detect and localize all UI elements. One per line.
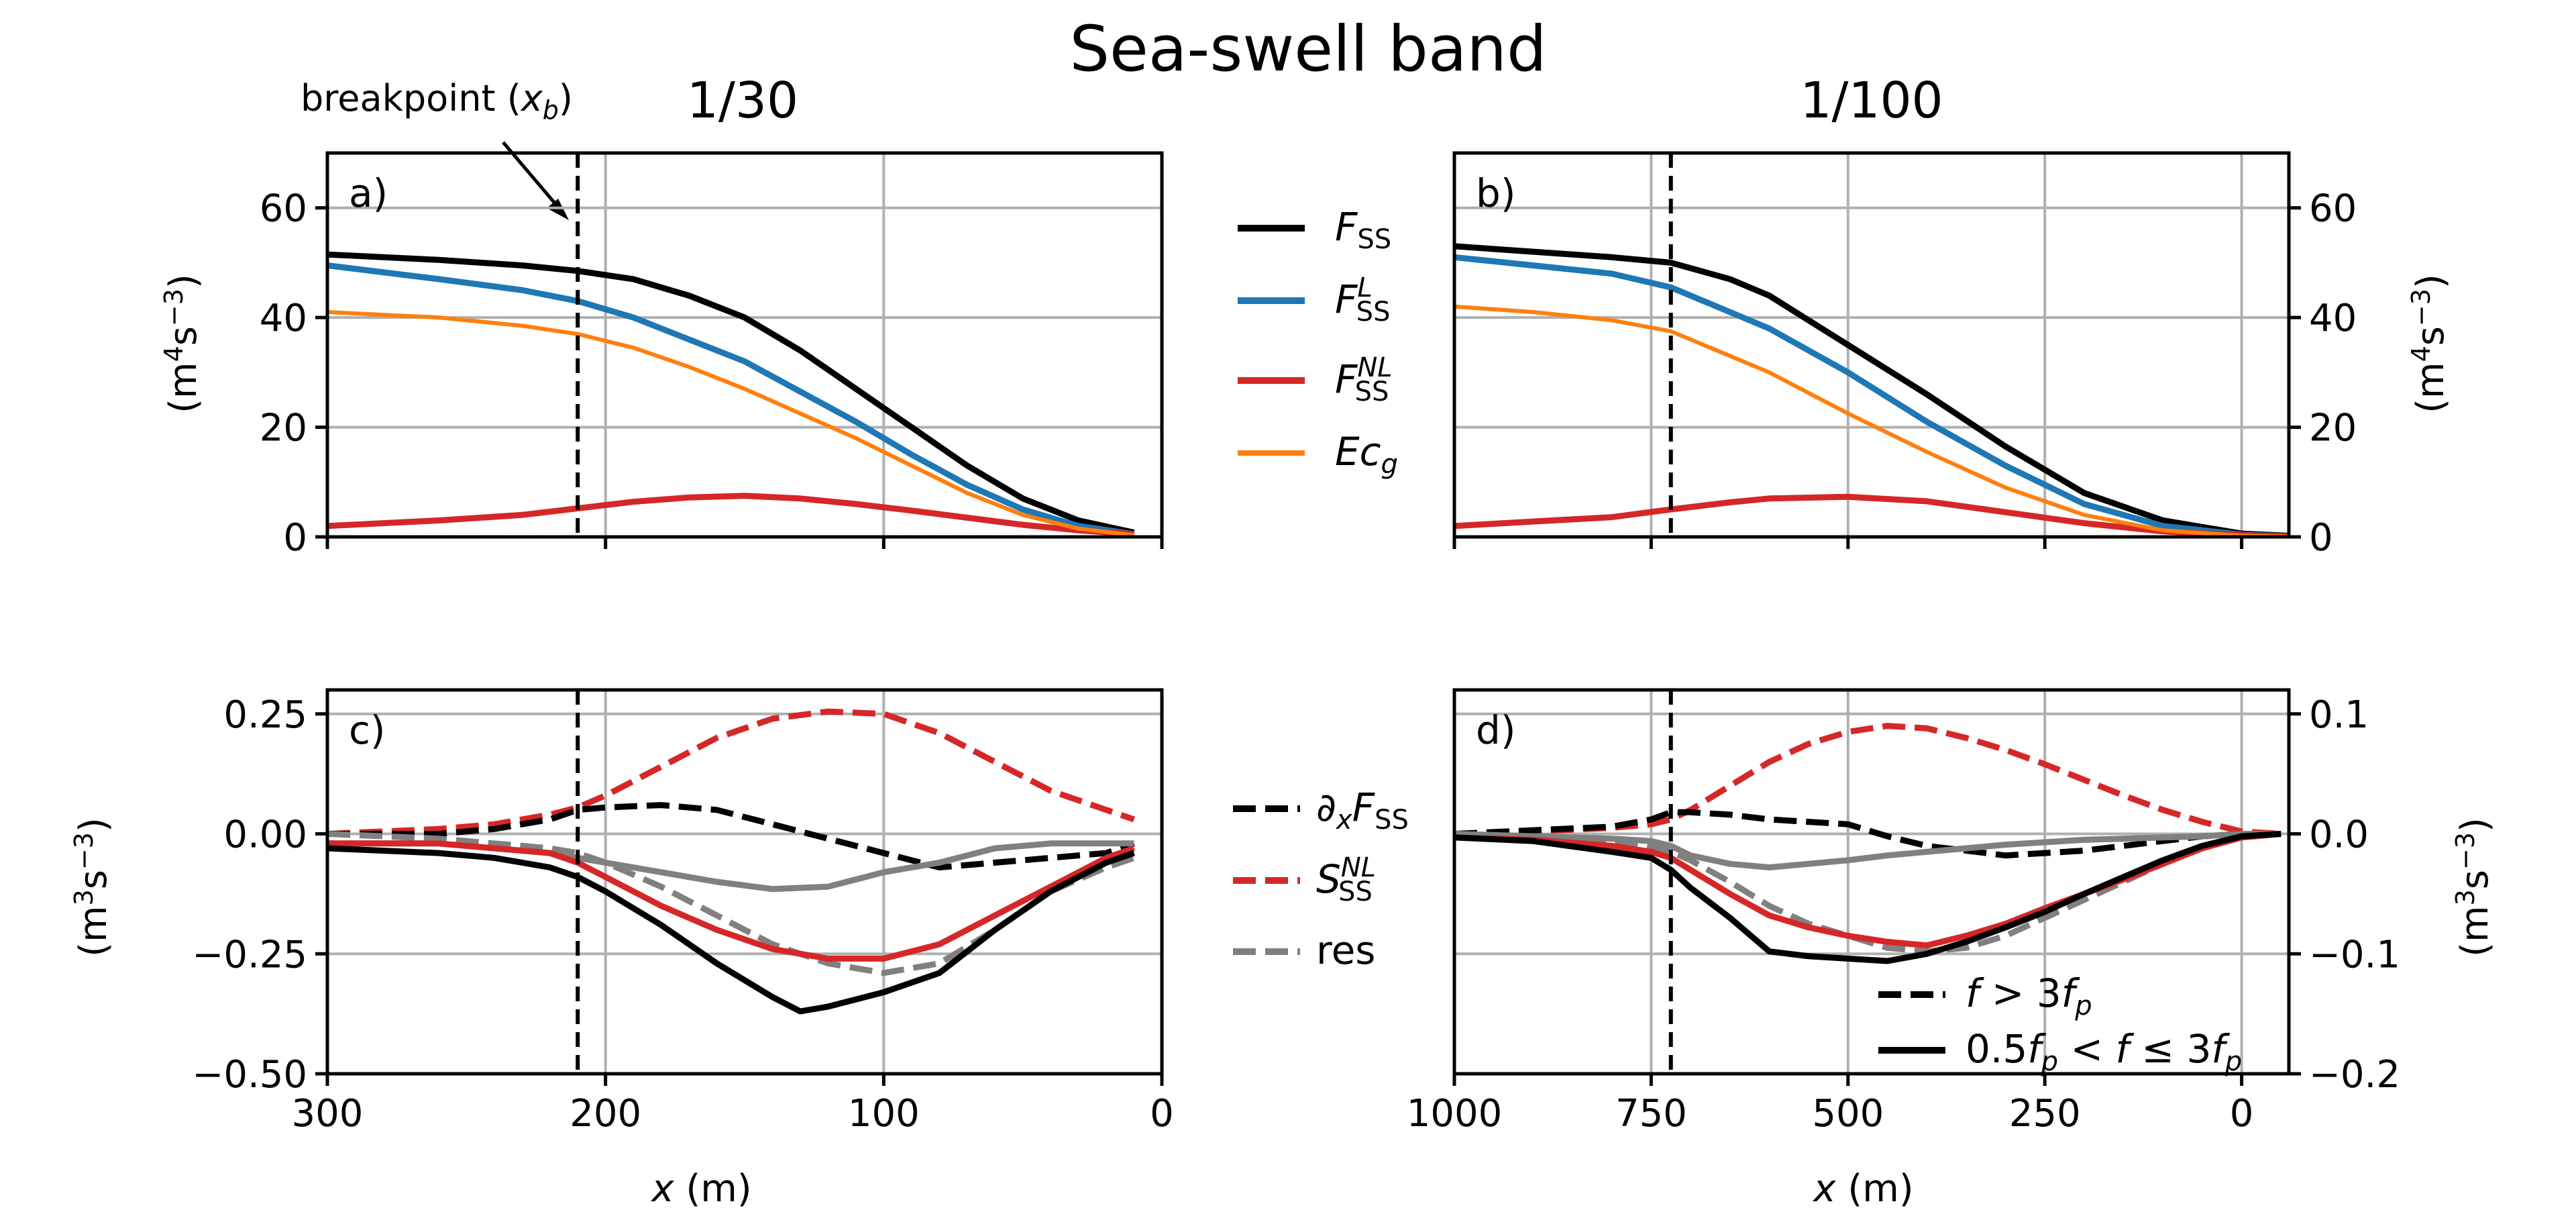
x-tick-label: 750 — [1615, 1092, 1687, 1136]
legend-label-FL: FL SS — [1335, 272, 1390, 328]
series-line — [327, 493, 1134, 537]
axes-frame — [325, 151, 1164, 539]
legend-label-FNL: FNL SS — [1335, 352, 1393, 407]
series-line — [1454, 304, 2289, 537]
panel-c-ylabel: (m3s−3) — [69, 817, 115, 957]
x-tick-label: 1000 — [1407, 1092, 1503, 1136]
x-tick-label: 250 — [2009, 1092, 2081, 1136]
axes-frame — [1452, 151, 2291, 539]
panel-a: 0 20 40 60 a) — [260, 151, 1164, 560]
series-line — [327, 831, 1135, 976]
x-tick-label: 500 — [1812, 1092, 1884, 1136]
legend-bottom: ∂xFSS SNL SS res — [1233, 785, 1409, 973]
series-group — [327, 251, 1135, 537]
y-tick-label: 0 — [283, 516, 307, 560]
y-tick-label: 60 — [260, 187, 307, 231]
y-tick-label: 0.00 — [223, 813, 307, 857]
panel-d-ylabel: (m3s−3) — [2451, 817, 2497, 957]
x-tick-label: 0 — [2230, 1092, 2254, 1136]
x-tick-label: 300 — [292, 1092, 364, 1136]
series-line — [1454, 809, 2282, 859]
panel-label: c) — [349, 707, 386, 753]
y-tick-label: 0 — [2309, 516, 2333, 560]
series-line — [327, 845, 1135, 1015]
panel-a-title: 1/30 — [687, 72, 798, 130]
y-tick-label: −0.2 — [2309, 1053, 2400, 1097]
y-tick-label: 40 — [2309, 297, 2357, 340]
series-line — [1454, 831, 2282, 949]
panel-d: 1000 750 500 250 0 −0.2 −0.1 0.0 0.1 d) — [1407, 688, 2400, 1136]
panel-a-ylabel: (m4s−3) — [159, 274, 205, 413]
series-line — [327, 840, 1134, 893]
series-line — [1454, 831, 2282, 870]
series-line — [327, 251, 1135, 536]
panel-b-title: 1/100 — [1800, 72, 1943, 130]
panel-c: 300 200 100 0 −0.50 −0.25 0.00 0.25 c) — [192, 688, 1174, 1136]
panel-label: d) — [1476, 707, 1515, 753]
panel-label: b) — [1476, 170, 1515, 216]
series-line — [327, 708, 1135, 837]
figure-title: Sea-swell band — [1069, 13, 1546, 86]
y-tick-label: 60 — [2309, 187, 2357, 231]
y-tick-label: 0.0 — [2309, 813, 2369, 857]
series-line — [1454, 831, 2282, 955]
panel-label: a) — [349, 170, 388, 216]
axes-frame — [1452, 688, 2291, 1076]
x-tick-label: 100 — [848, 1092, 920, 1136]
legend-label-high-freq: f > 3fp — [1966, 970, 2092, 1021]
series-line — [327, 802, 1135, 870]
legend-style: f > 3fp 0.5fp < f ≤ 3fp — [1878, 970, 2242, 1077]
series-group — [327, 708, 1135, 1015]
legend-label-F: FSS — [1335, 204, 1391, 255]
y-tick-label: −0.50 — [192, 1053, 307, 1097]
breakpoint-label: breakpoint (xb) — [301, 77, 573, 125]
x-tick-label: 200 — [570, 1092, 641, 1136]
series-line — [327, 262, 1135, 537]
y-tick-label: 0.1 — [2309, 693, 2369, 737]
y-tick-label: 20 — [260, 407, 307, 450]
breakpoint-arrowhead — [547, 199, 569, 220]
series-group — [1454, 243, 2289, 537]
x-tick-label: 0 — [1150, 1092, 1174, 1136]
y-tick-label: 40 — [260, 297, 307, 340]
series-line — [327, 840, 1135, 962]
y-tick-label: 20 — [2309, 407, 2357, 450]
series-line — [1454, 831, 2282, 964]
panel-b-ylabel: (m4s−3) — [2406, 274, 2453, 413]
breakpoint-annotation: breakpoint (xb) — [301, 77, 573, 220]
series-line — [1454, 254, 2289, 537]
series-line — [1454, 243, 2289, 537]
legend-top: FSS FL SS FNL SS Ecg — [1238, 204, 1398, 480]
series-line — [1454, 723, 2282, 837]
panel-d-xlabel: x (m) — [1812, 1167, 1913, 1208]
series-group — [1454, 723, 2282, 964]
y-tick-label: 0.25 — [223, 693, 307, 737]
legend-label-res: res — [1316, 927, 1375, 973]
axes-frame — [325, 688, 1164, 1076]
panel-b: 0 20 40 60 b) — [1452, 151, 2357, 560]
series-line — [327, 310, 1134, 537]
legend-label-band: 0.5fp < f ≤ 3fp — [1966, 1026, 2242, 1077]
panel-c-xlabel: x (m) — [650, 1167, 751, 1208]
legend-label-SNL: SNL SS — [1316, 852, 1376, 907]
legend-label-Ecg: Ecg — [1335, 429, 1398, 480]
legend-label-dxF: ∂xFSS — [1316, 785, 1409, 836]
y-tick-label: −0.1 — [2309, 933, 2400, 976]
y-tick-label: −0.25 — [192, 933, 307, 976]
